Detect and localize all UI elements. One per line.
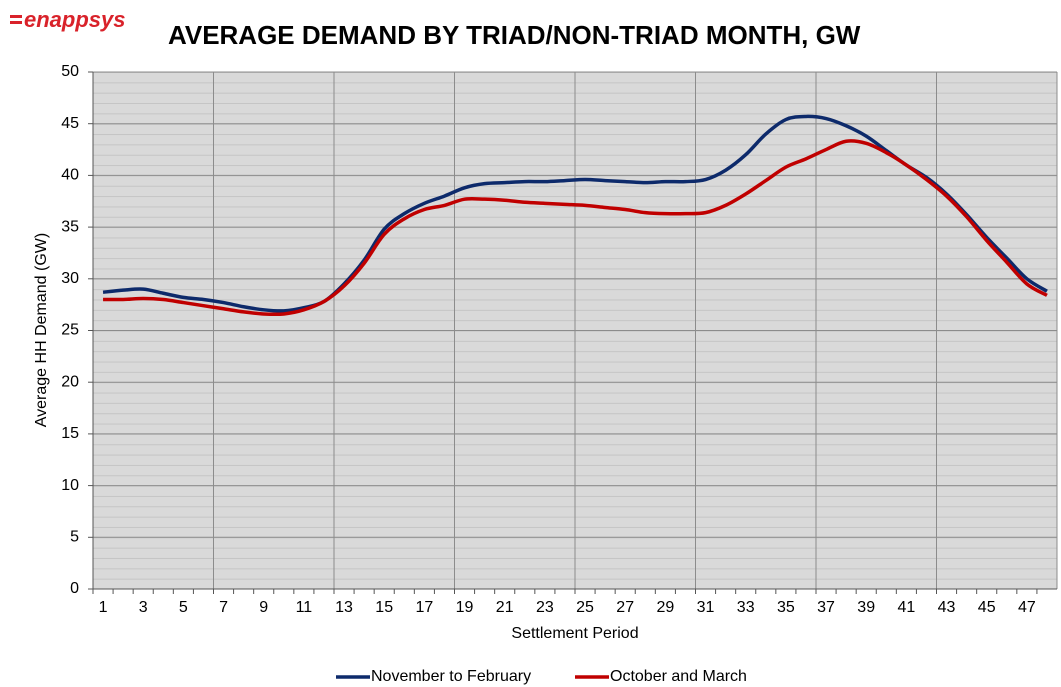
x-tick-label: 35: [777, 599, 795, 616]
x-axis-label: Settlement Period: [511, 625, 638, 642]
x-tick-label: 17: [415, 599, 433, 616]
x-tick-label: 27: [616, 599, 634, 616]
y-tick-label: 30: [61, 270, 79, 287]
y-tick-label: 45: [61, 115, 79, 132]
x-tick-label: 9: [259, 599, 268, 616]
x-tick-label: 7: [219, 599, 228, 616]
x-tick-label: 31: [697, 599, 715, 616]
x-tick-label: 33: [737, 599, 755, 616]
y-tick-label: 25: [61, 322, 79, 339]
logo: enappsys: [24, 7, 126, 32]
x-tick-label: 3: [139, 599, 148, 616]
x-tick-label: 43: [938, 599, 956, 616]
x-tick-label: 41: [897, 599, 915, 616]
logo-mark: [10, 21, 22, 24]
x-tick-label: 19: [456, 599, 474, 616]
x-tick-label: 39: [857, 599, 875, 616]
x-tick-label: 47: [1018, 599, 1036, 616]
y-tick-label: 15: [61, 425, 79, 442]
y-tick-label: 0: [70, 580, 79, 597]
legend-label: October and March: [610, 668, 747, 685]
y-tick-label: 50: [61, 63, 79, 80]
y-axis-label: Average HH Demand (GW): [33, 233, 50, 427]
x-tick-label: 11: [296, 599, 313, 616]
logo-mark: [10, 15, 22, 18]
x-tick-label: 25: [576, 599, 594, 616]
y-tick-label: 40: [61, 167, 79, 184]
chart-title: AVERAGE DEMAND BY TRIAD/NON-TRIAD MONTH,…: [168, 20, 861, 50]
x-tick-label: 37: [817, 599, 835, 616]
y-tick-label: 5: [70, 529, 79, 546]
x-tick-label: 15: [375, 599, 393, 616]
x-tick-label: 1: [99, 599, 108, 616]
y-tick-label: 20: [61, 373, 79, 390]
y-tick-label: 35: [61, 218, 79, 235]
x-tick-label: 21: [496, 599, 514, 616]
x-tick-label: 5: [179, 599, 188, 616]
legend-label: November to February: [371, 668, 531, 685]
y-tick-label: 10: [61, 477, 79, 494]
x-tick-label: 23: [536, 599, 554, 616]
x-tick-label: 13: [335, 599, 353, 616]
x-tick-label: 29: [656, 599, 674, 616]
series-line: [103, 139, 1048, 317]
x-tick-label: 45: [978, 599, 996, 616]
